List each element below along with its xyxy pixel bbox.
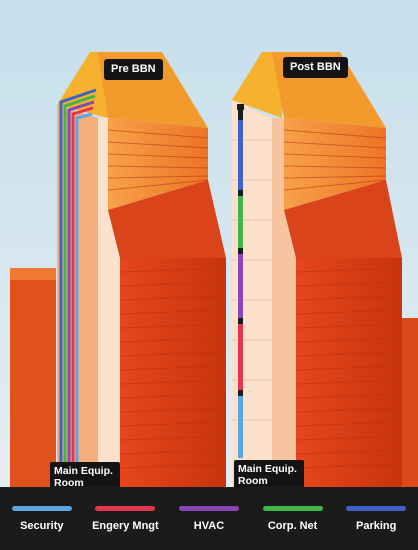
legend-item: HVAC — [173, 505, 245, 532]
post-bbn-backbone — [237, 104, 244, 458]
cable-security — [75, 112, 93, 470]
legend-swatch — [346, 505, 407, 511]
backbone-segment-security — [238, 396, 243, 458]
post-bbn-tower — [232, 52, 403, 488]
pre-bbn-cables — [59, 88, 97, 470]
backbone-segment-parking — [238, 120, 243, 190]
backbone-segment-corp-net — [238, 196, 243, 248]
legend-item: Engery Mngt — [89, 505, 161, 532]
legend-label: Engery Mngt — [92, 519, 159, 532]
legend-swatch — [262, 505, 323, 511]
backbone-segment-energy — [238, 324, 243, 390]
legend-item: Parking — [340, 505, 412, 532]
pre-bbn-tower — [57, 52, 227, 488]
post-main-equip-room-label: Main Equip. Room — [234, 460, 304, 490]
legend-label: Corp. Net — [267, 519, 318, 532]
cable-parking — [59, 88, 97, 470]
post-bbn-label: Post BBN — [283, 57, 348, 78]
legend-label: Security — [20, 519, 64, 532]
cable-hvac — [67, 100, 95, 470]
legend-label: HVAC — [193, 519, 225, 532]
legend-label: Parking — [355, 519, 397, 532]
legend-item: Security — [6, 505, 78, 532]
legend: Security Engery Mngt HVAC Corp. Net Parking — [0, 487, 418, 550]
background-building-left — [10, 268, 56, 488]
background-building-right — [400, 318, 418, 488]
pre-bbn-label: Pre BBN — [104, 59, 163, 80]
legend-item: Corp. Net — [257, 505, 329, 532]
cable-energy — [71, 106, 94, 470]
cable-corp-net — [63, 94, 96, 470]
backbone-segment-hvac — [238, 254, 243, 318]
legend-swatch — [178, 505, 239, 511]
legend-swatch — [11, 505, 72, 511]
legend-swatch — [95, 505, 156, 511]
